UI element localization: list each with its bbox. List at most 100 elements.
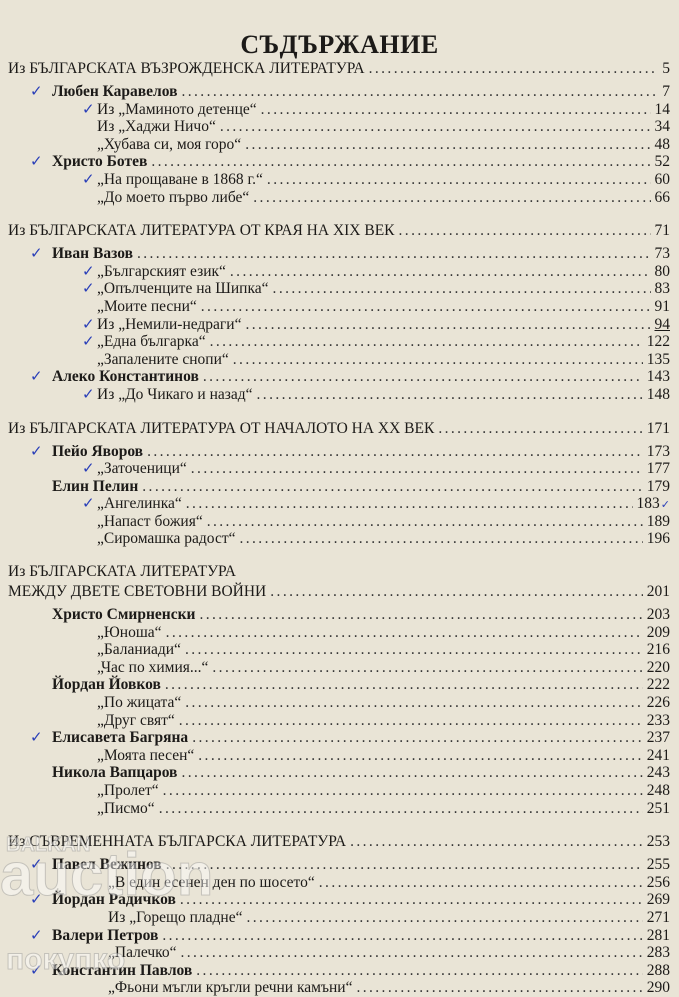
checkmark-icon: ✓ [82,384,95,403]
author-name: Христо Ботев [52,153,148,171]
author-entry[interactable]: ✓ Павел Вежинов 255 [0,856,679,874]
dot-leader [267,171,651,189]
author-entry[interactable]: ✓ Константин Павлов 288 [0,961,679,980]
work-entry[interactable]: ✓Из „Маминото детенце“ 14 [0,100,679,119]
work-entry[interactable]: „Писмо“ 251 [0,800,679,818]
page-number: 60 [654,170,671,188]
work-title: Из „До Чикаго и назад“ [97,385,253,403]
dot-leader [245,316,650,334]
author-entry[interactable]: Елин Пелин 179 [0,478,679,496]
work-title: „Моите песни“ [97,297,197,315]
dot-leader [181,83,658,101]
dot-leader [230,263,651,281]
dot-leader [151,153,650,171]
dot-leader [210,333,643,351]
author-entry[interactable]: ✓ Йордан Радичков 269 [0,891,679,909]
work-entry[interactable]: Из „Хаджи Ничо“ 34 [0,118,679,136]
dot-leader [203,368,643,386]
page-number: 171 [646,419,670,437]
work-entry[interactable]: ✓„Заточеници“ 177 [0,459,679,478]
author-entry[interactable]: ✓ Елисавета Багряна 237 [0,729,679,747]
page-number: 122 [646,333,670,351]
author-entry[interactable]: ✓ Любен Каравелов 7 [0,82,679,101]
work-entry[interactable]: Из „Горещо пладне“ 271 [0,909,679,927]
work-title: „Юноша“ [97,623,162,641]
page-number: 189 [646,512,670,530]
section-title: Из СЪВРЕМЕННАТА БЪЛГАРСКА ЛИТЕРАТУРА [8,833,347,851]
work-entry[interactable]: ✓„Ангелинка“183✓ [0,495,679,513]
section-heading[interactable]: Из СЪВРЕМЕННАТА БЪЛГАРСКА ЛИТЕРАТУРА 253 [0,831,679,853]
dot-leader [166,624,643,642]
work-title: „На прощаване в 1868 г.“ [97,170,263,188]
dot-leader [212,659,642,677]
author-name: Пейо Яворов [52,442,144,460]
work-entry[interactable]: „Друг свят“ 233 [0,712,679,730]
section-heading[interactable]: Из БЪЛГАРСКАТА ЛИТЕРАТУРА ОТ НАЧАЛОТО НА… [0,418,679,440]
author-entry[interactable]: Христо Смирненски 203 [0,606,679,624]
work-title: „Час по химия...“ [97,658,209,676]
dot-leader [319,874,643,892]
work-entry[interactable]: ✓„Опълченците на Шипка“ 83 [0,280,679,298]
section-heading[interactable]: Из БЪЛГАРСКАТА ВЪЗРОЖДЕНСКА ЛИТЕРАТУРА 5 [0,58,679,80]
checkmark-icon: ✓ [82,279,95,298]
author-entry[interactable]: ✓ Иван Вазов 73 [0,245,679,263]
work-entry[interactable]: ✓„Българският език“ 80 [0,261,679,281]
dot-leader [233,351,643,369]
dot-leader [192,729,643,747]
dot-leader [185,694,643,712]
author-entry[interactable]: Йордан Йовков 222 [0,676,679,694]
author-entry[interactable]: ✓ Алеко Константинов 143 [0,368,679,386]
work-entry[interactable]: „Хубава си, моя горо“ 48 [0,136,679,154]
work-entry[interactable]: „Запалените снопи“ 135 [0,351,679,369]
work-entry[interactable]: „Палечко“ 283 [0,944,679,962]
checkmark-icon: ✓ [30,441,43,460]
work-entry[interactable]: „До моето първо либе“ 66 [0,189,679,207]
work-title: „Опълченците на Шипка“ [97,280,269,298]
work-entry[interactable]: ✓Из „До Чикаго и назад“ 148 [0,384,679,404]
dot-leader [261,101,651,119]
page-number: 248 [646,782,670,799]
section-title: Из БЪЛГАРСКАТА ЛИТЕРАТУРА ОТ КРАЯ НА XIX… [8,222,395,240]
work-entry[interactable]: „Фьони мъгли кръгли речни камъни“ 290 [0,979,679,997]
work-entry[interactable]: „Моите песни“ 91 [0,298,679,316]
dot-leader [181,944,643,962]
section-heading[interactable]: МЕЖДУ ДВЕТЕ СВЕТОВНИ ВОЙНИ 201 [0,581,679,603]
checkmark-icon: ✓ [82,261,95,280]
work-entry[interactable]: „Пролет“ 248 [0,782,679,800]
page-number: 241 [646,746,670,764]
page-number: 220 [646,658,670,676]
author-name: Валери Петров [52,926,159,944]
work-entry[interactable]: „В един есенен ден по шосето“ 256 [0,874,679,892]
work-entry[interactable]: „Час по химия...“ 220 [0,659,679,677]
page-number: 14 [654,100,671,118]
work-title: Из „Маминото детенце“ [97,100,257,118]
work-entry[interactable]: „Моята песен“ 241 [0,747,679,765]
work-entry[interactable]: „Напаст божия“ 189 [0,513,679,531]
work-entry[interactable]: ✓„Една българка“ 122 [0,333,679,351]
page-number: 83 [654,280,671,298]
work-entry[interactable]: „Сиромашка радост“ 196 [0,530,679,548]
author-entry[interactable]: ✓ Христо Ботев 52 [0,153,679,171]
page-number: 290 [646,979,670,997]
work-entry[interactable]: ✓„На прощаване в 1868 г.“ 60 [0,170,679,189]
page-number: 288 [646,961,670,979]
work-entry[interactable]: „Юноша“ 209 [0,624,679,642]
work-title: „Сиромашка радост“ [97,530,236,548]
author-entry[interactable]: ✓ Пейо Яворов 173 [0,441,679,461]
dot-leader [201,298,651,316]
work-entry[interactable]: „Баланиади“ 216 [0,641,679,659]
author-name: Павел Вежинов [52,856,162,874]
author-name: Елисавета Багряна [52,729,189,747]
section-heading[interactable]: Из БЪЛГАРСКАТА ЛИТЕРАТУРА ОТ КРАЯ НА XIX… [0,220,679,242]
author-name: Алеко Константинов [52,368,199,386]
author-entry[interactable]: ✓ Валери Петров 281 [0,926,679,945]
section-title: Из БЪЛГАРСКАТА ВЪЗРОЖДЕНСКА ЛИТЕРАТУРА [8,60,365,77]
work-entry[interactable]: „По жицата“ 226 [0,694,679,712]
author-entry[interactable]: Никола Вапцаров 243 [0,764,679,782]
page-number: 7 [662,83,670,100]
page-number: 148 [646,385,670,403]
dot-leader [142,478,642,496]
page-number: 233 [646,711,670,729]
work-entry[interactable]: ✓Из „Немили-недраги“ 94 [0,315,679,334]
section-title: Из БЪЛГАРСКАТА ЛИТЕРАТУРА [8,563,236,581]
